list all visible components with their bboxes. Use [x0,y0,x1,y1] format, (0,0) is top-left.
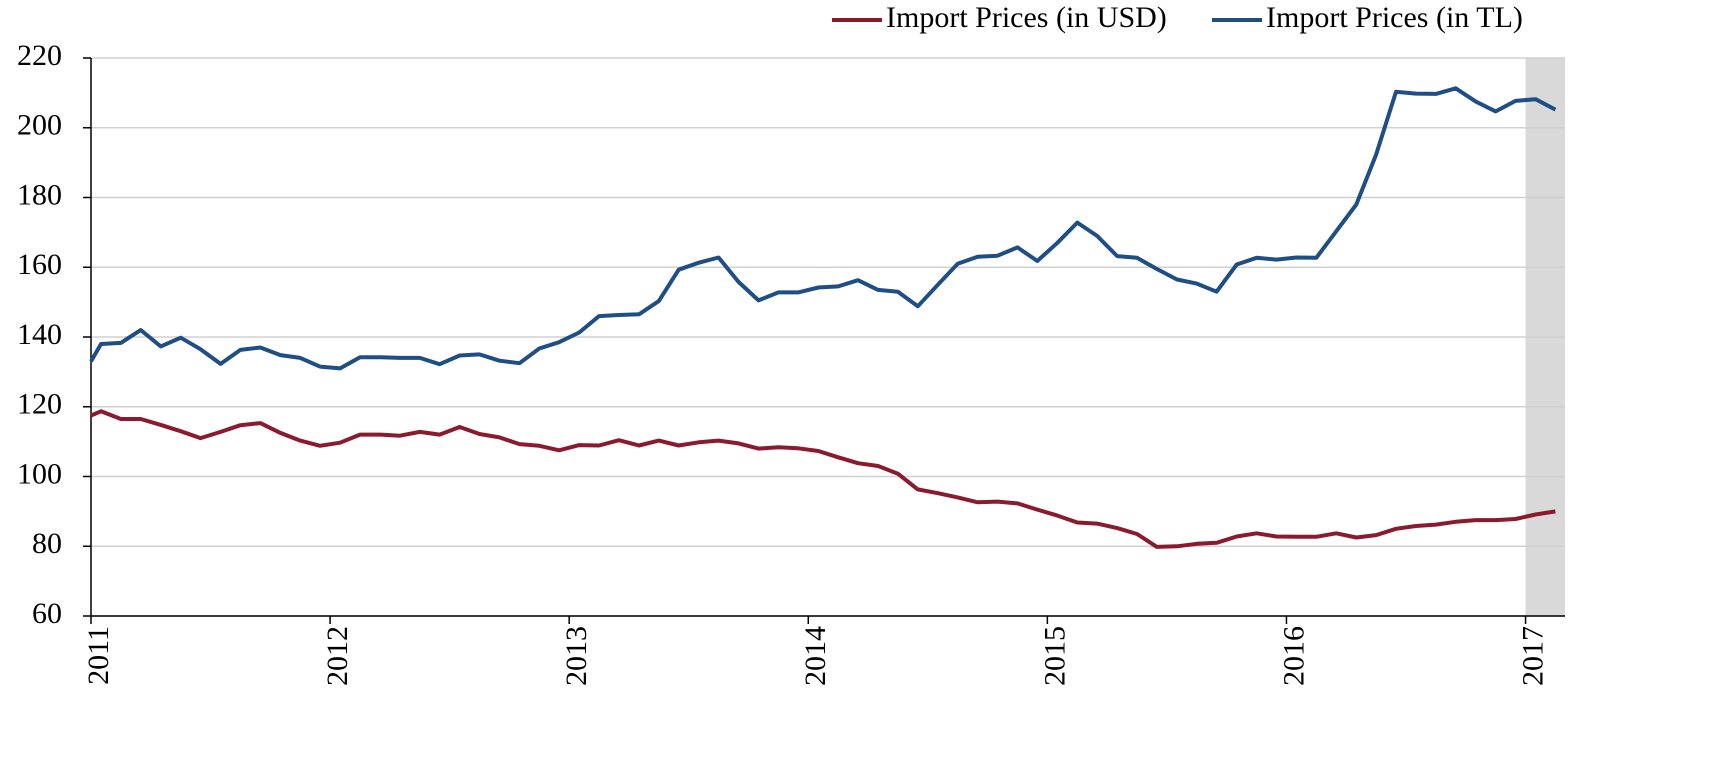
x-tick-label: 2012 [321,626,354,686]
y-tick-label: 180 [17,178,62,211]
x-tick-label: 2017 [1516,626,1549,686]
line-series [89,86,1557,371]
x-tick-label: 2013 [560,626,593,686]
y-tick-label: 200 [17,109,62,142]
y-tick-label: 140 [17,318,62,351]
y-tick-label: 60 [32,597,62,630]
x-tick-label: 2014 [799,626,832,686]
legend-label: Import Prices (in USD) [886,1,1167,34]
legend-label: Import Prices (in TL) [1266,1,1523,34]
line-series [90,409,1556,549]
y-tick-label: 100 [17,457,62,490]
y-tick-label: 120 [17,388,62,421]
x-tick-label: 2015 [1038,626,1071,686]
y-tick-label: 220 [17,39,62,72]
y-tick-label: 160 [17,248,62,281]
x-tick-label: 2011 [82,626,115,685]
y-tick-label: 80 [32,527,62,560]
x-tick-label: 2016 [1277,626,1310,686]
